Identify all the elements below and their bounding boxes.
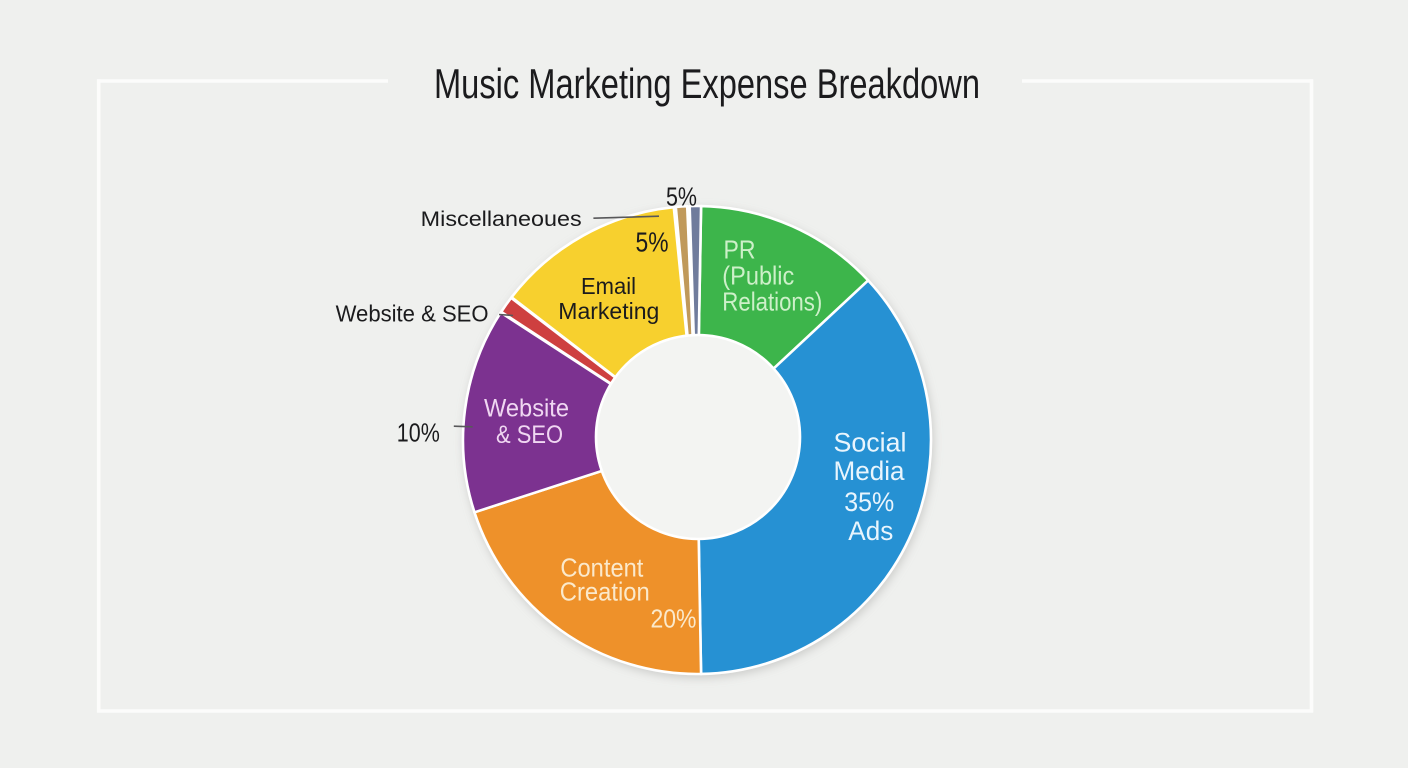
- svg-text:5%: 5%: [666, 182, 697, 212]
- svg-text:Social: Social: [834, 428, 907, 458]
- svg-text:Creation: Creation: [560, 577, 650, 607]
- svg-text:20%: 20%: [651, 603, 697, 633]
- svg-text:Marketing: Marketing: [558, 298, 659, 324]
- svg-text:Ads: Ads: [848, 516, 893, 546]
- svg-text:35%: 35%: [844, 487, 894, 517]
- svg-text:5%: 5%: [636, 227, 669, 258]
- svg-text:Media: Media: [834, 456, 906, 486]
- svg-text:& SEO: & SEO: [496, 421, 563, 449]
- svg-text:PR: PR: [724, 235, 756, 265]
- svg-text:Website: Website: [484, 394, 569, 422]
- svg-text:10%: 10%: [397, 420, 440, 448]
- svg-text:Website & SEO: Website & SEO: [336, 301, 489, 327]
- svg-text:Music Marketing Expense Breakd: Music Marketing Expense Breakdown: [434, 60, 980, 107]
- svg-text:Email: Email: [581, 273, 636, 299]
- svg-text:Content: Content: [560, 553, 644, 583]
- svg-text:(Public: (Public: [722, 261, 794, 291]
- svg-text:Miscellaneoues: Miscellaneoues: [421, 208, 582, 231]
- svg-text:Relations): Relations): [722, 287, 822, 317]
